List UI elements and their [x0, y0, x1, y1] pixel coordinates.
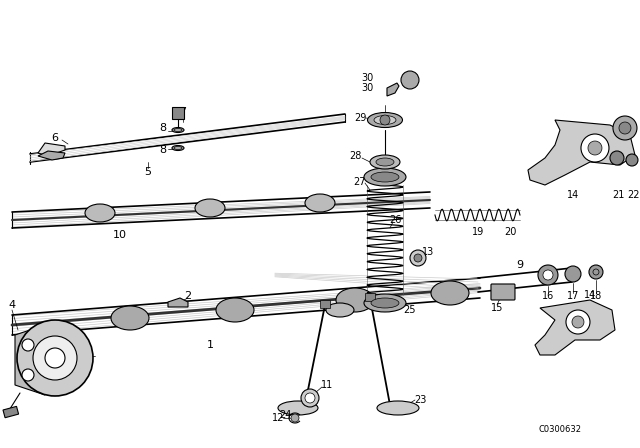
Ellipse shape [195, 199, 225, 217]
Text: 24: 24 [279, 410, 291, 420]
Circle shape [22, 339, 34, 351]
Text: 30: 30 [361, 83, 373, 93]
Polygon shape [528, 120, 635, 185]
Text: 1: 1 [207, 340, 214, 350]
Circle shape [543, 270, 553, 280]
Polygon shape [38, 151, 65, 160]
Text: 7: 7 [179, 107, 186, 117]
Ellipse shape [326, 303, 354, 317]
Circle shape [22, 369, 34, 381]
Polygon shape [15, 325, 45, 395]
Text: 2: 2 [184, 291, 191, 301]
Ellipse shape [371, 172, 399, 182]
Circle shape [380, 115, 390, 125]
Text: 19: 19 [472, 227, 484, 237]
Circle shape [33, 336, 77, 380]
Circle shape [619, 122, 631, 134]
Circle shape [565, 266, 581, 282]
Circle shape [401, 71, 419, 89]
Text: 22: 22 [628, 190, 640, 200]
Circle shape [291, 414, 299, 422]
Text: 21: 21 [612, 190, 624, 200]
Ellipse shape [278, 401, 318, 415]
Text: 16: 16 [542, 291, 554, 301]
Circle shape [410, 250, 426, 266]
Text: C0300632: C0300632 [538, 426, 582, 435]
Polygon shape [38, 143, 65, 156]
Circle shape [613, 116, 637, 140]
Text: 11: 11 [321, 380, 333, 390]
Ellipse shape [172, 146, 184, 151]
Ellipse shape [377, 401, 419, 415]
Ellipse shape [216, 298, 254, 322]
Text: 6: 6 [51, 133, 58, 143]
Text: 26: 26 [388, 215, 401, 225]
Text: 4: 4 [8, 300, 15, 310]
Circle shape [610, 151, 624, 165]
Text: 13: 13 [422, 247, 434, 257]
Text: 5: 5 [145, 167, 152, 177]
Polygon shape [535, 300, 615, 355]
Ellipse shape [305, 194, 335, 212]
Circle shape [45, 348, 65, 368]
Bar [3, 406, 19, 418]
Text: 9: 9 [516, 260, 524, 270]
FancyBboxPatch shape [172, 107, 184, 119]
Text: 17: 17 [567, 291, 579, 301]
Ellipse shape [370, 155, 400, 169]
Text: 8: 8 [159, 145, 166, 155]
Ellipse shape [336, 288, 374, 312]
Text: 8: 8 [159, 123, 166, 133]
Ellipse shape [364, 294, 406, 312]
Circle shape [566, 310, 590, 334]
Text: 10: 10 [113, 230, 127, 240]
Text: 28: 28 [349, 151, 361, 161]
Polygon shape [387, 83, 399, 96]
Ellipse shape [376, 158, 394, 166]
Bar [365, 293, 375, 301]
Text: 25: 25 [404, 305, 416, 315]
Circle shape [538, 265, 558, 285]
Circle shape [581, 134, 609, 162]
Circle shape [17, 320, 93, 396]
Text: 14: 14 [567, 190, 579, 200]
Ellipse shape [172, 128, 184, 133]
Bar [320, 300, 330, 308]
Circle shape [589, 265, 603, 279]
Ellipse shape [371, 298, 399, 308]
Circle shape [301, 389, 319, 407]
Text: 3: 3 [77, 350, 83, 360]
Circle shape [305, 393, 315, 403]
Text: 29: 29 [354, 113, 366, 123]
Circle shape [414, 254, 422, 262]
Ellipse shape [111, 306, 149, 330]
Text: 12: 12 [272, 413, 284, 423]
Text: 20: 20 [504, 227, 516, 237]
Text: 15: 15 [491, 303, 503, 313]
Text: 18: 18 [590, 291, 602, 301]
Ellipse shape [85, 204, 115, 222]
Text: 27: 27 [354, 177, 366, 187]
Polygon shape [168, 298, 188, 307]
Text: 14: 14 [584, 290, 596, 300]
Ellipse shape [367, 112, 403, 128]
Circle shape [626, 154, 638, 166]
FancyBboxPatch shape [491, 284, 515, 300]
Circle shape [572, 316, 584, 328]
Ellipse shape [374, 116, 396, 125]
Text: 30: 30 [361, 73, 373, 83]
Ellipse shape [431, 281, 469, 305]
Text: 23: 23 [414, 395, 426, 405]
Ellipse shape [364, 168, 406, 186]
Circle shape [588, 141, 602, 155]
